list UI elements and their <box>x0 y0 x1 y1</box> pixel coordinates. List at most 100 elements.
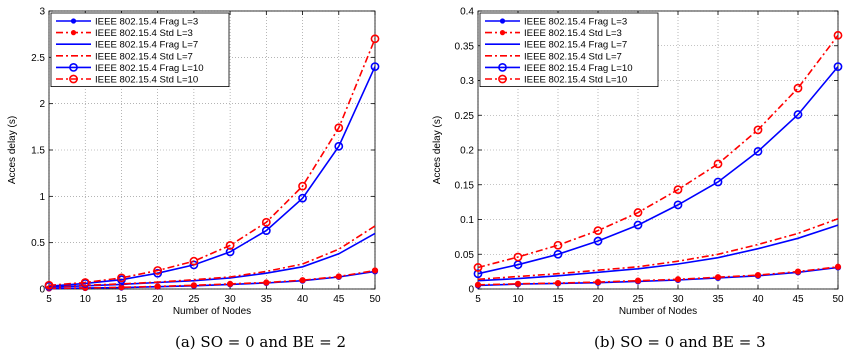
x-tick-label: 45 <box>333 294 345 305</box>
legend-label: IEEE 802.15.4 Frag L=10 <box>524 63 633 74</box>
x-tick-label: 5 <box>46 294 52 305</box>
legend-label: IEEE 802.15.4 Std L=3 <box>95 28 193 39</box>
data-point <box>153 266 163 275</box>
series-4 <box>477 218 839 281</box>
data-point <box>334 123 344 133</box>
x-tick-label: 50 <box>832 294 844 305</box>
data-point <box>190 282 197 289</box>
data-point <box>225 241 235 250</box>
data-point <box>833 62 843 71</box>
legend-marker <box>499 29 506 36</box>
legend-box <box>50 12 230 87</box>
data-point <box>673 185 683 195</box>
series-6 <box>44 34 380 290</box>
legend-label: IEEE 802.15.4 Frag L=3 <box>524 17 627 28</box>
y-tick-label: 0.4 <box>460 7 474 18</box>
legend-marker <box>69 63 78 72</box>
x-tick-label: 30 <box>225 294 237 305</box>
data-point <box>263 279 270 286</box>
data-point <box>674 276 682 283</box>
chart-b: 5 10 15 20 25 30 35 40 45 50 0 0.05 0.1 0.15 0.2 0.25 0.… <box>432 7 844 318</box>
data-point <box>754 272 762 279</box>
data-point <box>634 277 642 284</box>
legend-box <box>479 12 659 87</box>
y-tick-label: 0.3 <box>460 76 474 87</box>
y-axis-label: Acces delay (s) <box>7 116 18 184</box>
x-tick-label: 50 <box>369 294 381 305</box>
y-tick-label: 1 <box>39 192 45 203</box>
series-4 <box>48 225 376 288</box>
series-2 <box>474 263 842 288</box>
legend-label: IEEE 802.15.4 Frag L=7 <box>524 40 627 51</box>
data-point <box>334 141 344 151</box>
legend-marker <box>499 18 506 24</box>
data-point <box>793 83 803 93</box>
x-tick-label: 20 <box>152 294 164 305</box>
y-tick-label: 1.5 <box>31 146 45 157</box>
legend-label: IEEE 802.15.4 Frag L=3 <box>95 17 198 28</box>
legend-label: IEEE 802.15.4 Frag L=7 <box>95 40 198 51</box>
legend-marker <box>498 63 507 72</box>
data-point <box>834 263 842 270</box>
data-point <box>473 269 483 279</box>
x-tick-label: 35 <box>261 294 273 305</box>
y-axis-label: Acces delay (s) <box>432 116 443 184</box>
series-5 <box>473 62 843 279</box>
x-tick-label: 20 <box>592 294 604 305</box>
y-tick-label: 0.35 <box>455 41 475 52</box>
legend-label: IEEE 802.15.4 Std L=7 <box>95 51 193 62</box>
caption-chart-a: (a) SO = 0 and BE = 2 <box>175 333 346 351</box>
y-tick-label: 0.15 <box>455 180 475 191</box>
data-point <box>189 260 199 270</box>
data-point <box>833 30 843 40</box>
y-tick-label: 0 <box>468 285 474 296</box>
x-tick-label: 40 <box>752 294 764 305</box>
x-tick-label: 10 <box>80 294 92 305</box>
series-6 <box>473 30 843 272</box>
x-tick-label: 40 <box>297 294 309 305</box>
y-tick-label: 0.05 <box>455 250 475 261</box>
data-point <box>370 34 380 44</box>
series-line <box>48 38 376 287</box>
series-3 <box>477 224 839 282</box>
x-tick-label: 35 <box>712 294 724 305</box>
x-tick-label: 25 <box>188 294 200 305</box>
series-line <box>477 66 839 275</box>
data-point <box>794 268 802 275</box>
x-tick-label: 15 <box>116 294 128 305</box>
series-line <box>48 269 376 290</box>
data-point <box>299 277 306 284</box>
series-line <box>477 266 839 286</box>
series-line <box>48 232 376 288</box>
data-point <box>633 220 643 230</box>
data-point <box>474 281 482 288</box>
data-point <box>793 110 803 119</box>
data-point <box>513 252 523 262</box>
x-axis-label: Number of Nodes <box>619 306 697 317</box>
x-tick-label: 10 <box>512 294 524 305</box>
data-point <box>473 263 483 272</box>
x-axis-label: Number of Nodes <box>173 306 251 317</box>
series-3 <box>48 232 376 288</box>
chart-a: 5 10 15 20 25 30 35 40 45 50 0 0.5 1 1.5 2 2.5 3 Number o… <box>7 7 381 318</box>
y-tick-label: 0 <box>39 285 45 296</box>
data-point <box>753 125 763 135</box>
series-line <box>48 225 376 288</box>
legend-label: IEEE 802.15.4 Frag L=10 <box>95 63 204 74</box>
data-point <box>189 256 199 266</box>
series-5 <box>44 62 380 291</box>
series-line <box>477 266 839 287</box>
x-tick-label: 25 <box>632 294 644 305</box>
data-point <box>553 240 563 250</box>
legend-marker <box>70 29 77 36</box>
x-tick-label: 30 <box>672 294 684 305</box>
data-point <box>371 267 379 274</box>
data-point <box>44 280 54 290</box>
legend-marker <box>70 18 77 24</box>
data-point <box>593 236 603 246</box>
data-point <box>633 208 643 217</box>
data-point <box>554 279 562 287</box>
data-point <box>713 177 723 187</box>
